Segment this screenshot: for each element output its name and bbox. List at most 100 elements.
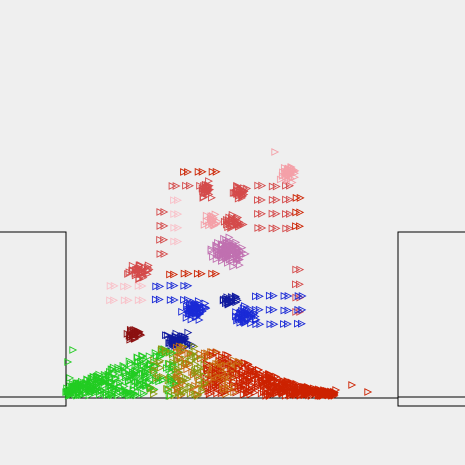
- particle: [138, 282, 147, 290]
- particle: [239, 367, 248, 376]
- particle: [134, 353, 143, 362]
- particle: [279, 389, 288, 398]
- particle: [180, 295, 189, 304]
- particle: [200, 378, 209, 387]
- particle: [66, 374, 75, 382]
- particle: [324, 391, 333, 400]
- particle: [170, 223, 179, 232]
- particle: [225, 384, 234, 392]
- particle: [197, 354, 206, 363]
- particle: [144, 364, 153, 373]
- particle: [174, 223, 183, 232]
- particle: [64, 358, 73, 366]
- particle: [152, 282, 161, 291]
- particle: [178, 343, 187, 351]
- particle: [176, 354, 185, 363]
- particle: [233, 248, 241, 257]
- particle: [284, 320, 292, 328]
- particle: [194, 302, 203, 311]
- particle: [184, 269, 193, 278]
- particle: [173, 364, 182, 373]
- particle: [218, 257, 226, 265]
- particle: [220, 388, 229, 397]
- particle: [116, 379, 125, 387]
- particle: [201, 189, 210, 198]
- particle: [186, 389, 195, 398]
- particle: [200, 193, 208, 201]
- particle: [83, 375, 92, 384]
- particle: [254, 209, 263, 218]
- particle: [286, 210, 294, 218]
- particle: [187, 382, 196, 391]
- particle: [156, 282, 165, 291]
- particle: [134, 282, 143, 290]
- particle: [212, 241, 221, 250]
- particle: [109, 363, 118, 372]
- particle: [151, 295, 160, 304]
- particle: [292, 307, 301, 316]
- particle: [312, 389, 321, 398]
- particle: [82, 389, 91, 398]
- particle: [225, 233, 234, 242]
- particle: [196, 181, 205, 190]
- particle: [286, 224, 295, 233]
- particle: [180, 269, 189, 278]
- particle: [140, 371, 149, 380]
- particle: [214, 382, 223, 391]
- particle: [254, 366, 263, 375]
- particle: [105, 371, 114, 380]
- particle: [186, 360, 194, 369]
- particle: [225, 372, 234, 381]
- particle: [73, 391, 82, 400]
- particle: [224, 378, 233, 386]
- particle: [272, 224, 281, 233]
- particle: [282, 174, 291, 183]
- particle: [156, 356, 165, 365]
- particle: [129, 334, 138, 343]
- particle: [110, 296, 119, 305]
- particle: [243, 184, 252, 193]
- particle: [173, 385, 182, 394]
- particle: [192, 300, 201, 309]
- particle: [122, 386, 131, 395]
- particle: [296, 265, 305, 274]
- particle: [166, 380, 175, 388]
- particle: [180, 362, 189, 371]
- particle: [292, 280, 300, 289]
- particle: [282, 195, 291, 204]
- particle: [161, 346, 170, 355]
- particle: [177, 376, 186, 385]
- particle: [71, 385, 80, 394]
- particle: [130, 374, 139, 383]
- particle: [272, 195, 281, 204]
- particle: [124, 296, 133, 305]
- particle: [246, 370, 255, 378]
- particle: [195, 316, 204, 324]
- particle: [258, 224, 267, 232]
- particle: [364, 388, 373, 396]
- particle: [256, 320, 265, 329]
- particle: [254, 224, 263, 232]
- left-container-wall: [0, 231, 67, 407]
- particle: [223, 246, 231, 255]
- particle: [106, 367, 114, 376]
- particle: [224, 351, 233, 360]
- particle: [194, 390, 203, 399]
- particle: [96, 390, 105, 399]
- particle: [168, 182, 177, 190]
- particle: [85, 391, 94, 400]
- particle: [258, 379, 267, 388]
- particle: [208, 167, 217, 176]
- particle: [211, 370, 220, 379]
- particle: [233, 296, 242, 305]
- particle: [193, 269, 202, 278]
- particle: [168, 377, 177, 386]
- particle: [199, 193, 208, 202]
- particle: [266, 320, 275, 329]
- particle: [117, 365, 126, 374]
- particle: [237, 384, 246, 393]
- particle: [194, 373, 203, 382]
- particle: [139, 271, 148, 280]
- particle: [280, 292, 289, 300]
